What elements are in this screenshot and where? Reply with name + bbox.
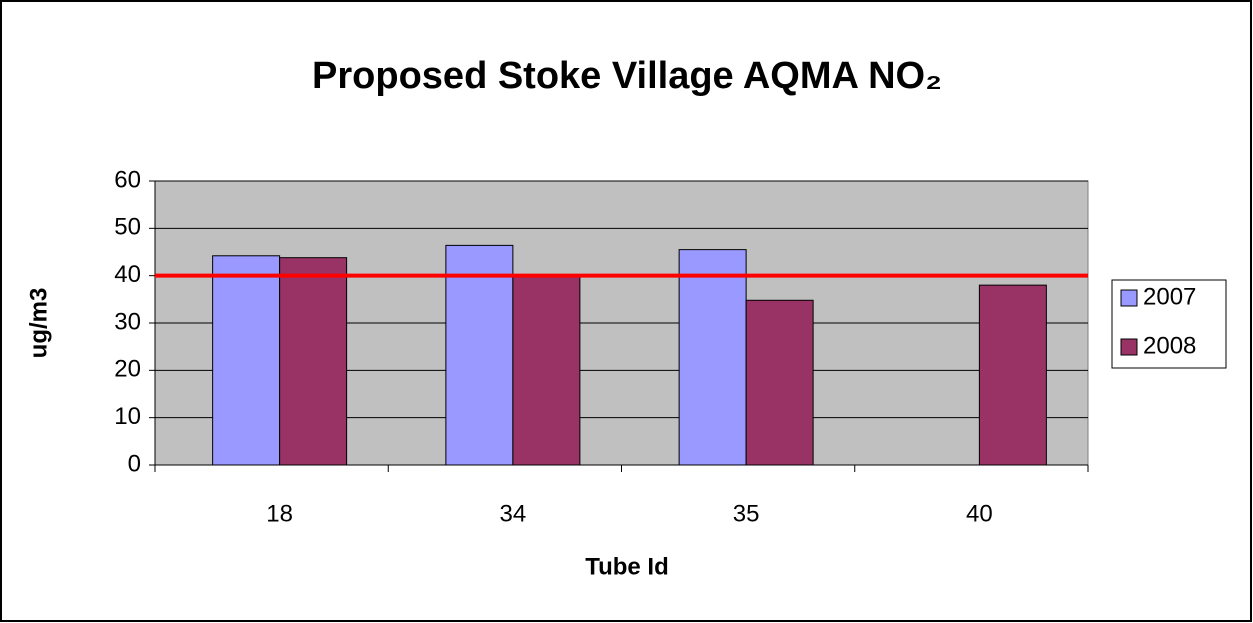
- y-axis-label: ug/m3: [25, 288, 52, 359]
- x-tick-label: 18: [266, 500, 293, 527]
- x-tick-label: 40: [966, 500, 993, 527]
- x-axis-label: Tube Id: [585, 553, 669, 580]
- x-tick-label: 35: [733, 500, 760, 527]
- y-tick-label: 30: [114, 308, 141, 335]
- bar: [978, 284, 1047, 466]
- legend-label: 2008: [1143, 332, 1196, 359]
- bar: [678, 249, 747, 466]
- y-tick-label: 40: [114, 261, 141, 288]
- legend-label: 2007: [1143, 283, 1196, 310]
- y-tick-label: 50: [114, 214, 141, 241]
- bar: [279, 257, 348, 466]
- bar: [212, 255, 281, 466]
- chart-title: Proposed Stoke Village AQMA NO₂: [312, 55, 942, 97]
- bar: [745, 299, 814, 466]
- y-tick-label: 10: [114, 403, 141, 430]
- y-tick-label: 60: [114, 166, 141, 193]
- x-tick-label: 34: [500, 500, 527, 527]
- y-tick-label: 0: [128, 450, 141, 477]
- bar: [445, 244, 514, 466]
- legend-swatch: [1120, 338, 1138, 356]
- bar: [512, 274, 581, 466]
- legend-swatch: [1120, 289, 1138, 307]
- y-tick-label: 20: [114, 356, 141, 383]
